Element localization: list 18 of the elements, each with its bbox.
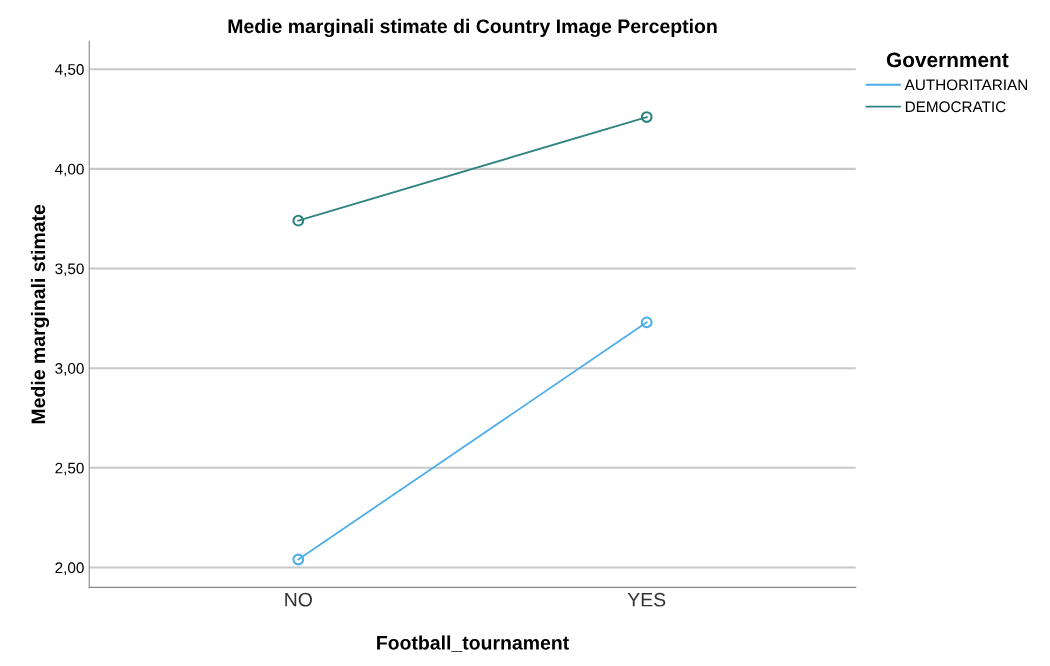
y-axis-title: Medie marginali stimate [30,204,50,424]
point [640,111,653,123]
y-tick-label: 2,50 [55,462,84,476]
y-tick-label: 2,00 [55,562,84,575]
point [292,553,305,566]
y-tick-label: 4,00 [55,163,84,177]
legend-label: AUTHORITARIAN [904,79,1028,91]
legend-label: DEMOCRATIC [905,101,1006,113]
x-tick-label: YES [627,592,666,607]
y-tick-label: 3,50 [55,263,84,276]
point [292,214,305,227]
legend-title: Government [886,52,1009,68]
y-tick-label: 4,50 [55,64,84,77]
point [640,316,653,329]
y-tick-label: 3,00 [55,363,84,376]
chart-title: Medie marginali stimate di Country Image Perception [228,18,717,38]
x-axis-title: Football_tournament [377,635,569,652]
x-tick-label: NO [285,592,312,607]
